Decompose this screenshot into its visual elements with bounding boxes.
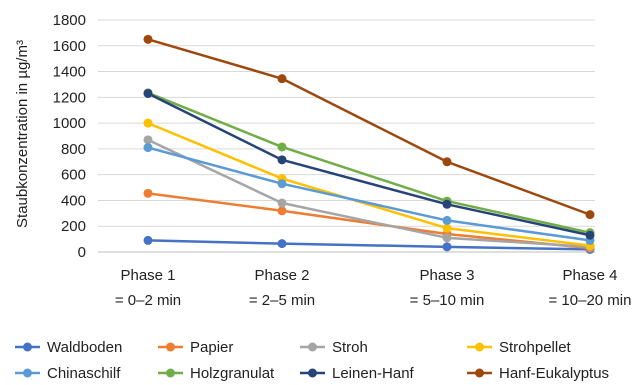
legend-label: Waldboden [47,339,122,356]
y-tick-label: 200 [61,218,86,235]
y-tick-label: 0 [78,244,86,261]
x-category-label: Phase 3 [419,267,474,284]
series-line [147,92,591,237]
legend-marker [475,342,484,352]
data-point [442,242,452,252]
y-tick-label: 600 [61,167,86,184]
data-point [277,198,287,208]
y-tick-label: 1200 [53,89,86,106]
series-hanf-eukalyptus [143,34,595,220]
series-leinen-hanf [143,88,595,240]
data-point [442,223,452,233]
x-category-sublabel: = 0–2 min [115,292,181,309]
legend-label: Leinen-Hanf [332,365,415,382]
data-point [442,199,452,209]
legend-label: Stroh [332,339,368,356]
data-point [143,118,153,128]
data-point [585,210,595,220]
legend-label: Holzgranulat [190,365,275,382]
legend-marker [475,368,484,378]
data-point [143,235,153,245]
legend-item: Waldboden [15,339,122,356]
data-point [143,88,153,98]
series-line [147,138,591,249]
y-tick-label: 400 [61,192,86,209]
legend-item: Chinaschilf [15,365,121,382]
data-point [277,155,287,165]
data-point [277,206,287,216]
series-line [147,192,591,250]
series-line [147,91,591,234]
y-axis-ticks: 0 200 400 600 800 1000 1200 1400 1600 1800 [53,12,86,261]
legend-marker [166,368,175,378]
x-category-sublabel: = 10–20 min [549,292,632,309]
data-point [277,179,287,189]
legend-marker [23,368,32,378]
series-chinaschilf [143,143,595,245]
data-point [585,230,595,240]
legend-item: Leinen-Hanf [300,365,415,382]
x-category-sublabel: = 2–5 min [249,292,315,309]
legend: Waldboden Papier Stroh Strohpellet Chinaschi… [15,339,609,382]
legend-marker [166,342,175,352]
gridlines [98,19,595,253]
data-point [277,239,287,249]
x-category-label: Phase 1 [120,267,175,284]
legend-item: Strohpellet [467,339,572,356]
series [143,34,595,254]
y-tick-label: 1400 [53,64,86,81]
legend-marker [308,368,317,378]
data-point [143,143,153,153]
data-point [143,135,153,145]
data-point [442,157,452,167]
x-category-label: Phase 4 [562,267,617,284]
y-tick-label: 800 [61,141,86,158]
legend-label: Papier [190,339,233,356]
series-line [147,121,591,247]
data-point [442,233,452,243]
data-point [277,74,287,84]
x-axis-categories: Phase 1 = 0–2 min Phase 2 = 2–5 min Phase 3 =… [115,267,632,309]
series-line [147,239,591,251]
legend-item: Papier [158,339,233,356]
data-point [143,188,153,198]
data-point [143,34,153,44]
legend-label: Chinaschilf [47,365,121,382]
x-category-sublabel: = 5–10 min [410,292,485,309]
legend-item: Holzgranulat [158,365,275,382]
y-tick-label: 1000 [53,115,86,132]
legend-label: Hanf-Eukalyptus [499,365,609,382]
series-line [147,38,591,216]
series-stroh [143,135,595,252]
data-point [442,215,452,225]
legend-marker [23,342,32,352]
legend-item: Hanf-Eukalyptus [467,365,609,382]
legend-label: Strohpellet [499,339,572,356]
series-line [147,146,591,242]
x-category-label: Phase 2 [254,267,309,284]
y-tick-label: 1600 [53,38,86,55]
y-tick-label: 1800 [53,12,86,29]
data-point [277,142,287,152]
series-holzgranulat [143,88,595,238]
legend-item: Stroh [300,339,368,356]
legend-marker [308,342,317,352]
y-axis-title: Staubkonzentration in µg/m³ [14,40,31,228]
